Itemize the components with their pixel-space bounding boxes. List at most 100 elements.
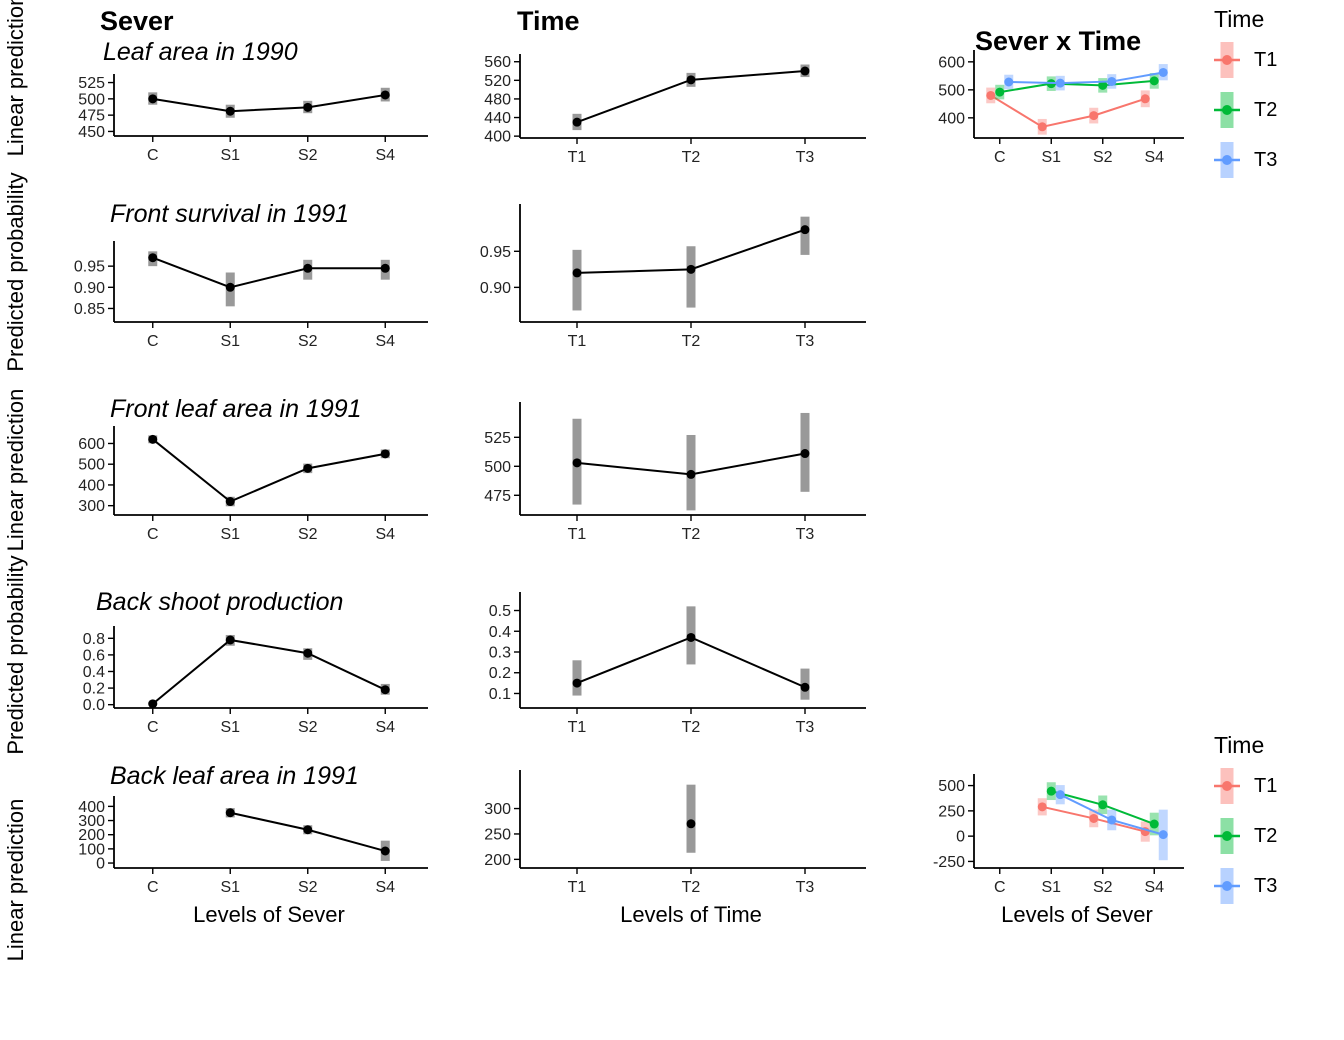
series-line bbox=[152, 256, 386, 289]
y-tick-label: 0.85 bbox=[74, 301, 105, 318]
x-tick-label: T1 bbox=[568, 333, 587, 350]
x-tick-label: S4 bbox=[1144, 879, 1164, 896]
data-point bbox=[303, 263, 313, 273]
x-tick-label: C bbox=[147, 526, 159, 543]
y-tick-label: 0 bbox=[96, 856, 105, 873]
y-tick-label: 500 bbox=[938, 778, 965, 795]
y-tick-label: 0.4 bbox=[83, 664, 105, 681]
x-tick-label: T3 bbox=[796, 879, 815, 896]
panel-survival1991-sever: 0.85 0.90 0.95 C S1 S2 S4 bbox=[62, 237, 434, 352]
chart-frontleaf1991-time: 475 500 525 T1 T2 T3 bbox=[484, 402, 866, 543]
legend-key-icon bbox=[1214, 768, 1240, 804]
data-point bbox=[800, 225, 810, 235]
panel-leaf1990-sever: 450 475 500 525 C S1 S2 S4 bbox=[62, 70, 434, 166]
y-tick-label: 300 bbox=[78, 498, 105, 515]
data-point bbox=[303, 102, 313, 112]
legend-entry-label: T3 bbox=[1254, 874, 1278, 897]
data-point bbox=[800, 66, 810, 76]
series-line bbox=[1008, 71, 1164, 85]
legend-key-icon bbox=[1214, 42, 1240, 78]
chart-frontleaf1991-sever: 300 400 500 600 C S1 S2 S4 bbox=[78, 426, 428, 543]
x-tick-label: S1 bbox=[1041, 879, 1061, 896]
y-tick-label: 400 bbox=[78, 477, 105, 494]
legend-entry-T3: T3 bbox=[1212, 135, 1344, 185]
legend-entry-label: T3 bbox=[1254, 148, 1278, 171]
data-point bbox=[800, 449, 810, 459]
x-tick-label: T2 bbox=[682, 879, 701, 896]
legend-entry-label: T2 bbox=[1254, 824, 1278, 847]
x-tick-label: C bbox=[147, 719, 159, 736]
x-tick-label: T2 bbox=[682, 333, 701, 350]
x-tick-label: S4 bbox=[375, 879, 395, 896]
error-bar bbox=[686, 784, 696, 853]
row-title-front-leaf-area-1991: Front leaf area in 1991 bbox=[110, 395, 362, 423]
y-tick-label: 0.2 bbox=[83, 681, 105, 698]
column-header-time: Time bbox=[517, 6, 580, 36]
x-tick-label: S1 bbox=[220, 719, 240, 736]
data-point bbox=[1107, 76, 1117, 86]
y-tick-label: 520 bbox=[484, 73, 511, 90]
x-tick-label: T1 bbox=[568, 526, 587, 543]
y-tick-label: 200 bbox=[78, 827, 105, 844]
y-tick-label: 0.5 bbox=[489, 603, 511, 620]
data-point bbox=[686, 819, 696, 829]
x-tick-label: T2 bbox=[682, 526, 701, 543]
data-point bbox=[380, 846, 390, 856]
x-tick-label: T1 bbox=[568, 879, 587, 896]
data-point bbox=[380, 263, 390, 273]
panel-leaf1990-severtime: 400 500 600 C S1 S2 S4 bbox=[918, 46, 1190, 168]
x-tick-label: T1 bbox=[568, 149, 587, 166]
x-tick-label: C bbox=[147, 333, 159, 350]
data-point bbox=[686, 632, 696, 642]
data-point bbox=[572, 458, 582, 468]
data-point bbox=[148, 253, 158, 263]
row-title-front-survival-1991: Front survival in 1991 bbox=[110, 200, 350, 228]
data-point bbox=[1158, 830, 1168, 840]
error-bar bbox=[572, 249, 582, 311]
legend-time-top: Time T1 T2 T3 bbox=[1212, 6, 1344, 185]
x-tick-label: T2 bbox=[682, 719, 701, 736]
chart-leaf1990-severtime: 400 500 600 C S1 S2 S4 bbox=[938, 50, 1184, 166]
legend-key-icon bbox=[1214, 92, 1240, 128]
data-point bbox=[572, 268, 582, 278]
data-point bbox=[225, 497, 235, 507]
y-tick-label: 0.8 bbox=[83, 631, 105, 648]
chart-survival1991-sever: 0.85 0.90 0.95 C S1 S2 S4 bbox=[74, 241, 428, 350]
chart-backleaf1991-time: 200 250 300 T1 T2 T3 bbox=[484, 770, 866, 896]
y-tick-label: 560 bbox=[484, 54, 511, 71]
data-point bbox=[1140, 94, 1150, 104]
x-axis-title-time: Levels of Time bbox=[620, 902, 762, 927]
x-tick-label: S1 bbox=[220, 526, 240, 543]
x-tick-label: T1 bbox=[568, 719, 587, 736]
x-tick-label: C bbox=[994, 879, 1006, 896]
y-tick-label: 0.6 bbox=[83, 647, 105, 664]
x-tick-label: S4 bbox=[375, 147, 395, 164]
y-axis-title-row5: Linear prediction bbox=[3, 798, 28, 962]
y-tick-label: 475 bbox=[484, 488, 511, 505]
legend-entry-T2: T2 bbox=[1212, 811, 1344, 861]
y-tick-label: 0.90 bbox=[480, 280, 511, 297]
legend-key-icon bbox=[1214, 142, 1240, 178]
legend-entries: T1 T2 T3 bbox=[1212, 35, 1344, 185]
y-tick-label: 200 bbox=[484, 852, 511, 869]
y-tick-label: 400 bbox=[78, 799, 105, 816]
legend-entry-T1: T1 bbox=[1212, 761, 1344, 811]
x-tick-label: S1 bbox=[1041, 149, 1061, 166]
legend-key-icon bbox=[1214, 868, 1240, 904]
data-point bbox=[1089, 111, 1099, 121]
panel-leaf1990-time: 400 440 480 520 560 T1 T2 T3 bbox=[468, 50, 872, 168]
panel-backleaf1991-sever: 0 100 200 300 400 C S1 S2 S4 bbox=[62, 792, 434, 898]
x-tick-label: S4 bbox=[1144, 149, 1164, 166]
y-tick-label: 0.95 bbox=[480, 244, 511, 261]
x-tick-label: S2 bbox=[298, 147, 318, 164]
chart-backshoot-time: 0.1 0.2 0.3 0.4 0.5 T1 T2 T3 bbox=[489, 592, 866, 736]
x-tick-label: C bbox=[994, 149, 1006, 166]
data-point bbox=[303, 463, 313, 473]
error-bar bbox=[572, 660, 582, 696]
y-tick-label: 440 bbox=[484, 110, 511, 127]
chart-backshoot-sever: 0.00.20.40.60.8 C S1 S2 S4 bbox=[83, 626, 428, 736]
series-line bbox=[152, 638, 386, 705]
